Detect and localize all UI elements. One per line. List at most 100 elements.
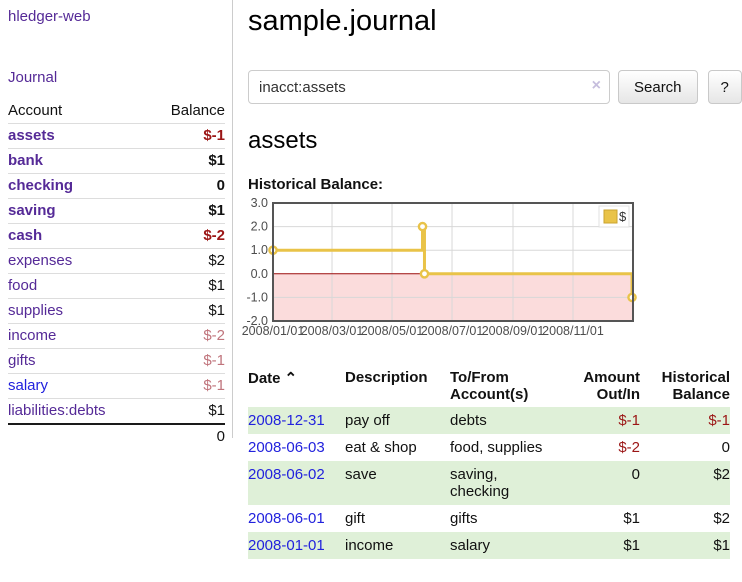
- account-balance: $-2: [147, 323, 225, 349]
- transaction-account-item: food,: [450, 439, 484, 456]
- transaction-account-item: gifts: [450, 510, 478, 527]
- accounts-total-value: 0: [147, 423, 225, 449]
- x-tick-label: 2008/03/01: [301, 324, 364, 338]
- transaction-balance: 0: [721, 439, 730, 456]
- transaction-balance: $2: [713, 466, 730, 483]
- x-tick-label: 2008/09/01: [482, 324, 545, 338]
- sidebar: hledger-web Journal Account Balance asse…: [0, 0, 233, 449]
- account-link[interactable]: liabilities:debts: [8, 402, 106, 419]
- account-row: income $-2: [8, 323, 225, 349]
- account-link[interactable]: saving: [8, 202, 56, 219]
- account-link[interactable]: assets: [8, 127, 55, 144]
- transaction-accounts: gifts: [450, 505, 565, 532]
- y-tick-label: 3.0: [251, 196, 268, 210]
- account-link[interactable]: cash: [8, 227, 43, 244]
- x-tick-label: 2008/07/01: [421, 324, 484, 338]
- account-row: bank $1: [8, 148, 225, 174]
- transaction-amount: $1: [623, 510, 640, 527]
- transaction-description: income: [345, 537, 394, 554]
- transaction-date-link[interactable]: 2008-06-02: [248, 466, 325, 483]
- page-title: sample.journal: [248, 5, 437, 37]
- account-balance: 0: [147, 173, 225, 199]
- account-balance: $1: [147, 398, 225, 424]
- x-tick-label: 2008/01/01: [242, 324, 305, 338]
- account-link[interactable]: food: [8, 277, 38, 294]
- accounts-total-spacer: [8, 423, 148, 449]
- account-balance: $-1: [147, 123, 225, 149]
- transaction-amount: $1: [623, 537, 640, 554]
- table-row[interactable]: 2008-12-31 pay off debts $-1 $-1: [248, 407, 730, 434]
- chart-svg: $3.0 2.0 1.0 0.0 -1.0 -2.02008/01/012008/03/0…: [242, 196, 637, 338]
- transaction-description: save: [345, 466, 377, 483]
- x-tick-label: 2008/05/01: [361, 324, 424, 338]
- transaction-accounts: saving,checking: [450, 461, 565, 505]
- y-tick-label: -2.0: [246, 314, 268, 328]
- transaction-date-link[interactable]: 2008-01-01: [248, 537, 325, 554]
- account-link[interactable]: checking: [8, 177, 74, 194]
- transaction-date-link[interactable]: 2008-06-03: [248, 439, 325, 456]
- transaction-account-item: saving,: [450, 466, 498, 483]
- accounts-header-account: Account: [8, 102, 63, 119]
- table-row[interactable]: 2008-06-03 eat & shop food, supplies $-2 0: [248, 434, 730, 461]
- transaction-description: eat & shop: [345, 439, 417, 456]
- help-button[interactable]: ?: [707, 70, 742, 104]
- transaction-accounts: salary: [450, 532, 565, 559]
- transaction-balance: $1: [713, 537, 730, 554]
- y-tick-label: 0.0: [251, 267, 268, 281]
- transaction-date-link[interactable]: 2008-06-01: [248, 510, 325, 527]
- app-title[interactable]: hledger-web: [8, 8, 91, 25]
- account-balance: $-2: [147, 223, 225, 249]
- transaction-description: gift: [345, 510, 366, 527]
- account-row: gifts $-1: [8, 348, 225, 374]
- account-row: assets $-1: [8, 123, 225, 149]
- transaction-description: pay off: [345, 412, 390, 429]
- account-heading: assets: [248, 127, 318, 154]
- account-link[interactable]: supplies: [8, 302, 64, 319]
- account-row: liabilities:debts $1: [8, 398, 225, 424]
- account-link[interactable]: salary: [8, 377, 49, 394]
- transaction-account-item: supplies: [487, 439, 543, 456]
- register-header-label: Description: [345, 369, 428, 386]
- search-button[interactable]: Search: [618, 70, 698, 104]
- account-row: food $1: [8, 273, 225, 299]
- transaction-balance: $-1: [708, 412, 730, 429]
- account-row: salary $-1: [8, 373, 225, 399]
- y-tick-label: 2.0: [251, 220, 268, 234]
- account-link[interactable]: bank: [8, 152, 44, 169]
- search-input-wrap: ×: [248, 70, 610, 104]
- transaction-date-link[interactable]: 2008-12-31: [248, 412, 325, 429]
- account-row: supplies $1: [8, 298, 225, 324]
- transaction-account-item: checking: [450, 483, 510, 500]
- historical-balance-chart[interactable]: $3.0 2.0 1.0 0.0 -1.0 -2.0 2008/01/01 2008/03/0…: [242, 196, 736, 341]
- register-header-date[interactable]: Date ⌃: [248, 367, 345, 407]
- table-row[interactable]: 2008-01-01 income salary $1 $1: [248, 532, 730, 559]
- accounts-total-row: 0: [8, 423, 225, 449]
- account-link[interactable]: expenses: [8, 252, 73, 269]
- transaction-balance: $2: [713, 510, 730, 527]
- sidebar-link-journal[interactable]: Journal: [8, 69, 58, 86]
- legend-swatch: [603, 209, 618, 224]
- account-link[interactable]: gifts: [8, 352, 36, 369]
- legend-label: $: [619, 209, 627, 224]
- transaction-accounts: food, supplies: [450, 434, 565, 461]
- account-row: checking 0: [8, 173, 225, 199]
- register-header-to-from-account-s-: To/From Account(s): [450, 367, 565, 407]
- search-form: × Search ?: [248, 70, 742, 104]
- table-row[interactable]: 2008-06-01 gift gifts $1 $2: [248, 505, 730, 532]
- clear-search-icon[interactable]: ×: [591, 77, 601, 94]
- register-header-label: To/From Account(s): [450, 369, 529, 403]
- transaction-amount: $-2: [618, 439, 640, 456]
- sort-ascending-icon: ⌃: [284, 370, 298, 387]
- y-tick-label: 1.0: [251, 243, 268, 257]
- account-balance: $1: [147, 273, 225, 299]
- account-link[interactable]: income: [8, 327, 57, 344]
- account-balance: $-1: [147, 348, 225, 374]
- y-tick-label: -1.0: [246, 290, 268, 304]
- search-input[interactable]: [248, 70, 610, 104]
- register-header-label: Historical Balance: [661, 369, 730, 403]
- register-header-label: Amount Out/In: [583, 369, 640, 403]
- account-balance: $-1: [147, 373, 225, 399]
- chart-title: Historical Balance:: [248, 176, 384, 193]
- register-header-description: Description: [345, 367, 450, 407]
- table-row[interactable]: 2008-06-02 save saving,checking 0 $2: [248, 461, 730, 505]
